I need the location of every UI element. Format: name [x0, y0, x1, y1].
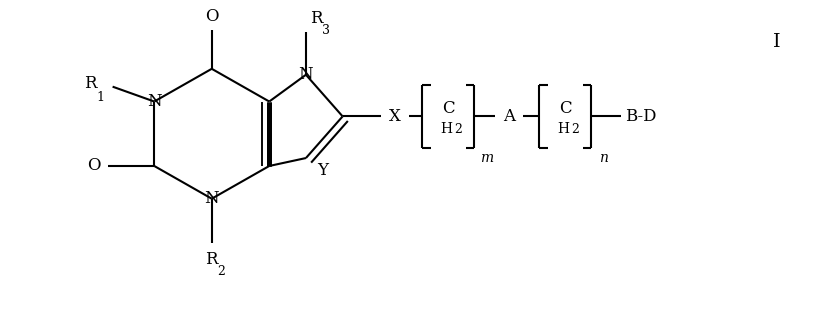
Text: O: O — [205, 8, 218, 25]
Text: m: m — [480, 151, 493, 165]
Text: R: R — [206, 251, 218, 268]
Text: N: N — [299, 66, 313, 83]
Text: A: A — [503, 108, 515, 125]
Text: N: N — [204, 190, 219, 207]
Text: 2: 2 — [571, 123, 579, 136]
Text: X: X — [389, 108, 401, 125]
Text: n: n — [599, 151, 608, 165]
Text: 3: 3 — [322, 24, 330, 37]
Text: H: H — [558, 122, 569, 136]
Text: 1: 1 — [97, 91, 105, 104]
Text: 2: 2 — [454, 123, 461, 136]
Text: N: N — [147, 93, 162, 110]
Text: H: H — [441, 122, 452, 136]
Text: Y: Y — [317, 162, 329, 179]
Text: C: C — [559, 100, 572, 117]
Text: R: R — [310, 10, 322, 27]
Text: R: R — [85, 75, 97, 92]
Text: O: O — [87, 157, 100, 174]
Text: 2: 2 — [217, 265, 225, 277]
Text: C: C — [442, 100, 455, 117]
Text: B-D: B-D — [625, 108, 657, 125]
Text: I: I — [773, 33, 781, 51]
